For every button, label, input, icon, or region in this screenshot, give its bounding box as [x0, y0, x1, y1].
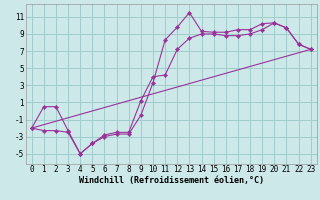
X-axis label: Windchill (Refroidissement éolien,°C): Windchill (Refroidissement éolien,°C)	[79, 176, 264, 185]
